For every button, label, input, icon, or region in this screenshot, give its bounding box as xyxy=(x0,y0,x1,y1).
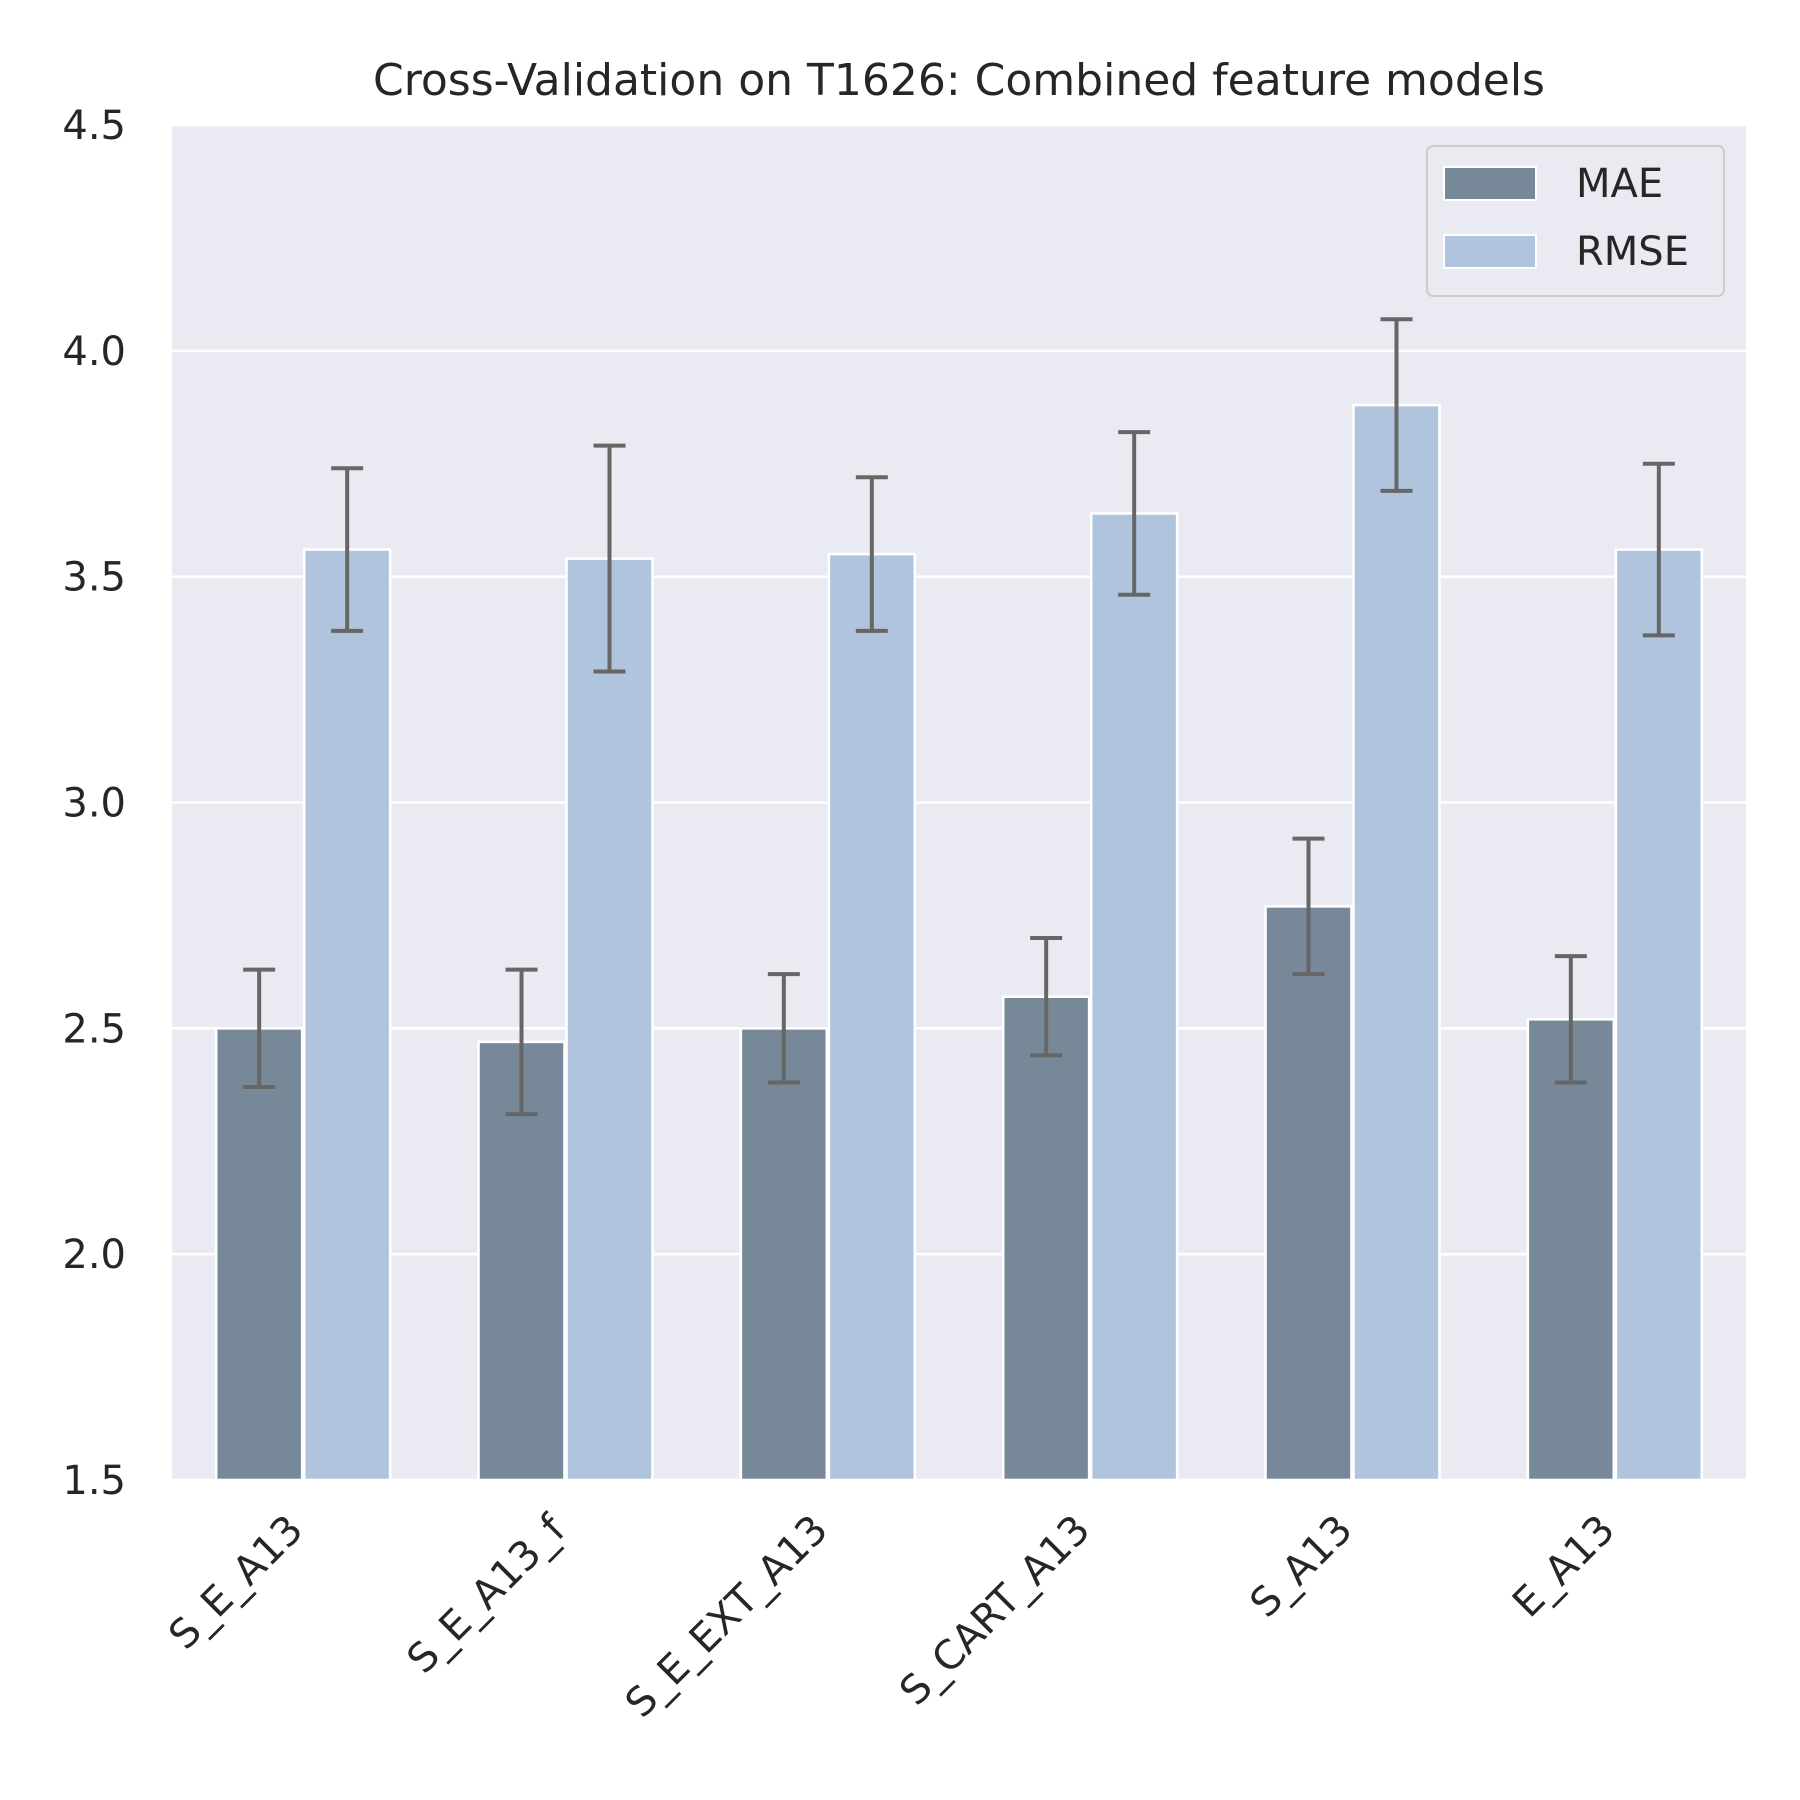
y-tick-label: 3.5 xyxy=(62,555,126,601)
x-tick-label: S_CART_A13 xyxy=(891,1507,1099,1715)
x-axis-ticks: S_E_A13 S_E_A13_f S_E_EXT_A13 S_CART_A13 S_A… xyxy=(160,1506,1624,1727)
bar-rmse-s-cart-a13 xyxy=(1089,512,1179,1482)
x-tick-label: E_A13 xyxy=(1504,1507,1624,1627)
y-axis-ticks: 1.5 2.0 2.5 3.0 3.5 4.0 4.5 xyxy=(62,103,126,1504)
legend: MAE RMSE xyxy=(1426,145,1725,297)
legend-swatch-rmse xyxy=(1443,234,1537,269)
x-tick-label: S_E_EXT_A13 xyxy=(617,1507,837,1727)
x-tick-label: S_A13 xyxy=(1242,1507,1362,1627)
x-tick-label: S_E_A13 xyxy=(160,1507,312,1659)
y-tick-label: 4.0 xyxy=(62,329,126,375)
error-bars xyxy=(243,317,1675,1117)
y-tick-label: 3.0 xyxy=(62,781,126,827)
legend-label-mae: MAE xyxy=(1576,161,1663,207)
chart-title: Cross-Validation on T1626: Combined feat… xyxy=(373,55,1545,106)
y-tick-label: 1.5 xyxy=(62,1458,126,1504)
bar-rmse-s-e-a13 xyxy=(302,548,392,1482)
y-tick-label: 4.5 xyxy=(62,103,126,149)
legend-swatch-mae xyxy=(1443,166,1537,201)
y-tick-label: 2.5 xyxy=(62,1006,126,1052)
x-tick-label: S_E_A13_f xyxy=(398,1506,575,1683)
bar-rmse-s-a13 xyxy=(1352,403,1441,1482)
bar-mae-s-e-a13 xyxy=(214,1027,304,1482)
bar-mae-e-a13 xyxy=(1526,1017,1616,1482)
bar-rmse-s-e-ext-a13 xyxy=(827,552,917,1482)
y-tick-label: 2.0 xyxy=(62,1232,126,1278)
bar-rmse-e-a13 xyxy=(1614,548,1704,1482)
grid-lines xyxy=(172,123,1746,1482)
legend-label-rmse: RMSE xyxy=(1576,229,1689,275)
bar-mae-s-e-a13-f xyxy=(477,1040,566,1482)
bar-rmse-s-e-a13-f xyxy=(565,557,654,1482)
bar-mae-s-a13 xyxy=(1264,905,1353,1482)
bar-mae-s-cart-a13 xyxy=(1001,995,1091,1482)
bars xyxy=(214,403,1704,1482)
bar-mae-s-e-ext-a13 xyxy=(739,1027,829,1482)
